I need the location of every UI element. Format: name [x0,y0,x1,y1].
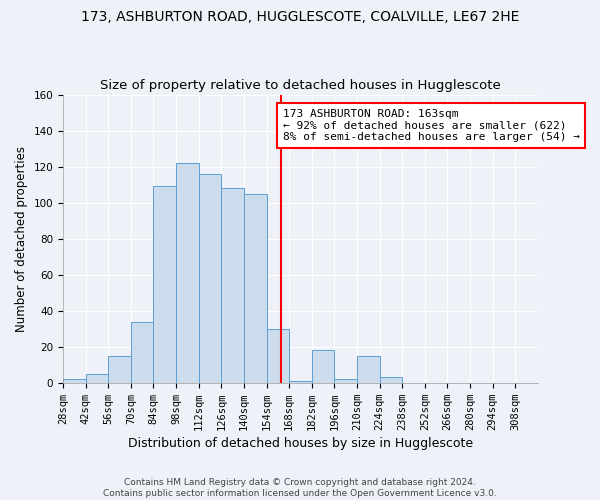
Bar [312,350,334,383]
Bar [154,186,176,383]
Bar [266,329,289,383]
Title: Size of property relative to detached houses in Hugglescote: Size of property relative to detached ho… [100,79,501,92]
Text: 173 ASHBURTON ROAD: 163sqm
← 92% of detached houses are smaller (622)
8% of semi: 173 ASHBURTON ROAD: 163sqm ← 92% of deta… [283,109,580,142]
Bar [199,174,221,383]
Text: Contains HM Land Registry data © Crown copyright and database right 2024.
Contai: Contains HM Land Registry data © Crown c… [103,478,497,498]
Bar [244,194,266,383]
Y-axis label: Number of detached properties: Number of detached properties [15,146,28,332]
Bar [63,379,86,383]
Bar [176,163,199,383]
Bar [86,374,108,383]
Bar [221,188,244,383]
Text: 173, ASHBURTON ROAD, HUGGLESCOTE, COALVILLE, LE67 2HE: 173, ASHBURTON ROAD, HUGGLESCOTE, COALVI… [81,10,519,24]
Bar [289,381,312,383]
Bar [380,378,402,383]
Bar [334,379,357,383]
Bar [131,322,154,383]
Bar [357,356,380,383]
X-axis label: Distribution of detached houses by size in Hugglescote: Distribution of detached houses by size … [128,437,473,450]
Bar [108,356,131,383]
